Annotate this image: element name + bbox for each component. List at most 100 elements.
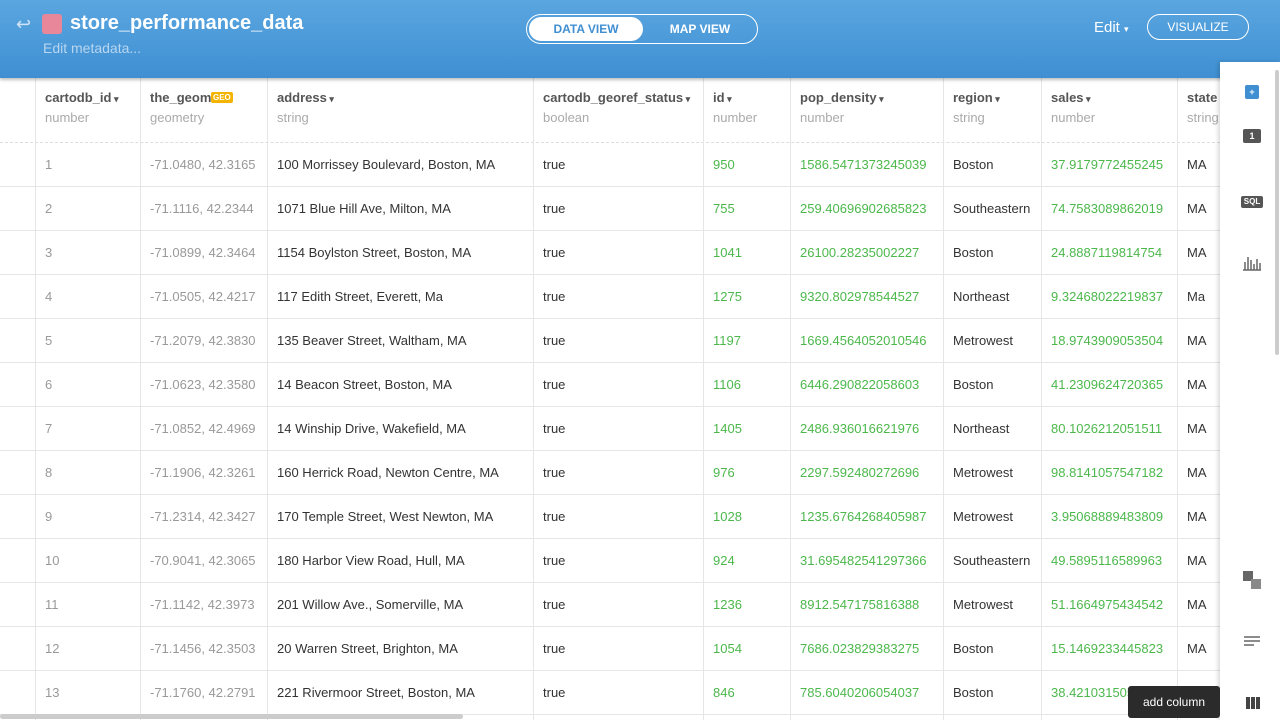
table-cell[interactable]: 785.6040206054037 — [800, 685, 920, 700]
table-cell[interactable]: 846 — [713, 685, 735, 700]
table-cell[interactable]: 11 — [45, 597, 59, 612]
table-cell[interactable]: 170 Temple Street, West Newton, MA — [277, 509, 494, 524]
table-cell[interactable]: MA — [1187, 377, 1207, 392]
table-cell[interactable]: 9 — [45, 509, 53, 524]
table-cell[interactable]: true — [543, 201, 566, 216]
table-cell[interactable]: 14 Winship Drive, Wakefield, MA — [277, 421, 466, 436]
table-cell[interactable]: MA — [1187, 201, 1207, 216]
table-cell[interactable]: 18.9743909053504 — [1051, 333, 1164, 348]
table-cell[interactable]: 20 Warren Street, Brighton, MA — [277, 641, 458, 656]
visualize-button[interactable]: VISUALIZE — [1147, 14, 1249, 40]
column-name[interactable]: the_geom ▾ — [150, 90, 218, 105]
column-name[interactable]: sales ▾ — [1051, 90, 1091, 105]
table-cell[interactable]: MA — [1187, 245, 1207, 260]
table-cell[interactable]: Boston — [953, 377, 994, 392]
table-cell[interactable]: 24.8887119814754 — [1051, 245, 1163, 260]
table-cell[interactable]: MA — [1187, 553, 1207, 568]
table-cell[interactable]: MA — [1187, 597, 1207, 612]
table-cell[interactable]: -71.1142, 42.3973 — [150, 597, 255, 612]
table-cell[interactable]: 8912.547175816388 — [800, 597, 920, 612]
edit-metadata[interactable]: Edit metadata... — [43, 40, 142, 56]
table-cell[interactable]: 1405 — [713, 421, 742, 436]
table-cell[interactable]: 2297.592480272696 — [800, 465, 920, 480]
table-cell[interactable]: true — [543, 289, 566, 304]
table-cell[interactable]: 1041 — [713, 245, 742, 260]
table-cell[interactable]: 6446.290822058603 — [800, 377, 920, 392]
table-cell[interactable]: -71.1116, 42.2344 — [150, 201, 254, 216]
table-cell[interactable]: -71.2079, 42.3830 — [150, 333, 256, 348]
table-cell[interactable]: 1028 — [713, 509, 742, 524]
table-cell[interactable]: -71.2314, 42.3427 — [150, 509, 256, 524]
table-cell[interactable]: 2486.936016621976 — [800, 421, 920, 436]
table-title[interactable]: store_performance_data — [70, 12, 304, 34]
table-cell[interactable]: 49.5895116589963 — [1051, 553, 1163, 568]
table-cell[interactable]: Boston — [953, 641, 994, 656]
column-menu-arrow[interactable]: ▾ — [111, 94, 119, 104]
table-cell[interactable]: 1669.4564052010546 — [800, 333, 927, 348]
table-cell[interactable]: 37.9179772455245 — [1051, 157, 1164, 172]
table-cell[interactable]: 6 — [45, 377, 53, 392]
table-cell[interactable]: true — [543, 685, 566, 700]
column-name[interactable]: id ▾ — [713, 90, 732, 105]
table-cell[interactable]: 180 Harbor View Road, Hull, MA — [277, 553, 465, 568]
table-cell[interactable]: 755 — [713, 201, 735, 216]
add-column-icon[interactable] — [1242, 634, 1262, 650]
table-cell[interactable]: Metrowest — [953, 509, 1013, 524]
table-cell[interactable]: true — [543, 641, 566, 656]
table-cell[interactable]: Boston — [953, 245, 994, 260]
column-name[interactable]: cartodb_georef_status ▾ — [543, 90, 691, 105]
table-cell[interactable]: 1154 Boylston Street, Boston, MA — [277, 245, 472, 260]
table-cell[interactable]: Boston — [953, 157, 994, 172]
table-cell[interactable]: 3.95068889483809 — [1051, 509, 1164, 524]
table-cell[interactable]: -71.1906, 42.3261 — [150, 465, 256, 480]
table-cell[interactable]: Boston — [953, 685, 994, 700]
table-cell[interactable]: 1197 — [713, 333, 741, 348]
table-cell[interactable]: Northeast — [953, 421, 1010, 436]
table-cell[interactable]: 201 Willow Ave., Somerville, MA — [277, 597, 464, 612]
table-cell[interactable]: true — [543, 597, 566, 612]
table-cell[interactable]: MA — [1187, 333, 1207, 348]
map-view-tab[interactable]: MAP VIEW — [669, 22, 731, 36]
table-cell[interactable]: -71.0852, 42.4969 — [150, 421, 256, 436]
table-cell[interactable]: -71.0480, 42.3165 — [150, 157, 256, 172]
table-cell[interactable]: -71.0505, 42.4217 — [150, 289, 256, 304]
table-cell[interactable]: -71.1456, 42.3503 — [150, 641, 256, 656]
table-cell[interactable]: true — [543, 333, 566, 348]
table-cell[interactable]: 1054 — [713, 641, 742, 656]
back-button[interactable]: ↩ — [16, 14, 32, 34]
table-cell[interactable]: 31.695482541297366 — [800, 553, 927, 568]
table-cell[interactable]: 9320.802978544527 — [800, 289, 920, 304]
table-cell[interactable]: 74.7583089862019 — [1051, 201, 1164, 216]
table-cell[interactable]: 9.32468022219837 — [1051, 289, 1164, 304]
column-menu-arrow[interactable]: ▾ — [876, 94, 884, 104]
table-cell[interactable]: 15.1469233445823 — [1051, 641, 1164, 656]
column-menu-arrow[interactable]: ▾ — [683, 94, 691, 104]
table-cell[interactable]: 259.40696902685823 — [800, 201, 927, 216]
column-menu-arrow[interactable]: ▾ — [724, 94, 732, 104]
table-cell[interactable]: -71.1760, 42.2791 — [150, 685, 256, 700]
table-cell[interactable]: 4 — [45, 289, 53, 304]
table-cell[interactable]: 12 — [45, 641, 60, 656]
table-cell[interactable]: Southeastern — [953, 553, 1031, 568]
table-cell[interactable]: 117 Edith Street, Everett, Ma — [277, 289, 443, 304]
table-cell[interactable]: Metrowest — [953, 465, 1013, 480]
column-menu-arrow[interactable]: ▾ — [1083, 94, 1091, 104]
table-cell[interactable]: 1071 Blue Hill Ave, Milton, MA — [277, 201, 451, 216]
table-cell[interactable]: true — [543, 157, 566, 172]
column-name[interactable]: pop_density ▾ — [800, 90, 884, 105]
table-cell[interactable]: 80.1026212051511 — [1051, 421, 1163, 436]
table-cell[interactable]: 8 — [45, 465, 53, 480]
filter-icon[interactable] — [1242, 255, 1262, 271]
table-cell[interactable]: 950 — [713, 157, 735, 172]
table-cell[interactable]: 3 — [45, 245, 53, 260]
table-cell[interactable]: 41.2309624720365 — [1051, 377, 1164, 392]
table-cell[interactable]: 1235.6764268405987 — [800, 509, 927, 524]
table-cell[interactable]: Northeast — [953, 289, 1010, 304]
table-cell[interactable]: -71.0623, 42.3580 — [150, 377, 256, 392]
table-cell[interactable]: -71.0899, 42.3464 — [150, 245, 256, 260]
table-cell[interactable]: Metrowest — [953, 597, 1013, 612]
row-count-icon[interactable]: 1 — [1243, 129, 1261, 143]
table-cell[interactable]: MA — [1187, 157, 1207, 172]
table-cell[interactable]: 10 — [45, 553, 60, 568]
table-cell[interactable]: true — [543, 465, 566, 480]
